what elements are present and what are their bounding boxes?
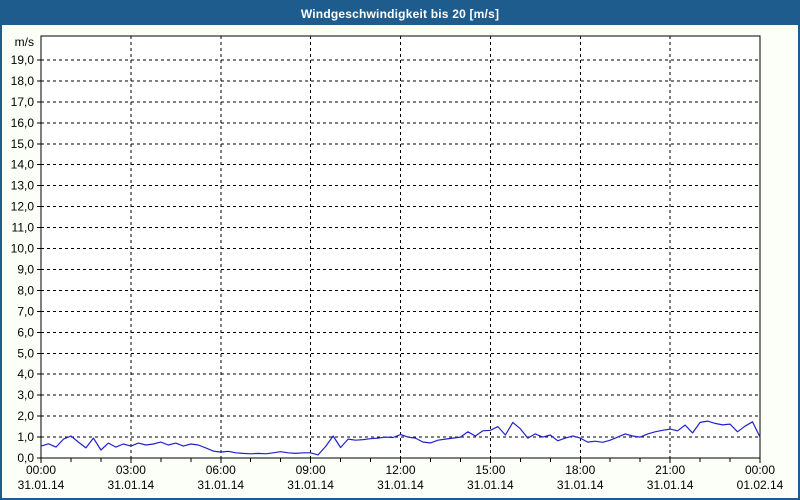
y-tick-label: 11,0 xyxy=(12,221,35,235)
chart-title-bar: Windgeschwindigkeit bis 20 [m/s] xyxy=(2,2,798,25)
x-tick-date-label: 31.01.14 xyxy=(377,478,424,492)
wind-speed-series-line xyxy=(40,420,761,456)
x-tick-date-label: 31.01.14 xyxy=(197,478,244,492)
y-tick-label: 19,0 xyxy=(11,53,35,67)
y-tick-label: 13,0 xyxy=(11,179,35,193)
x-tick-date-label: 31.01.14 xyxy=(18,478,65,492)
y-tick-label: 3,0 xyxy=(17,388,34,402)
y-tick-label: 5,0 xyxy=(17,346,34,360)
x-tick-time-label: 03:00 xyxy=(116,463,146,477)
y-tick-label: 1,0 xyxy=(17,430,34,444)
y-tick-label: 2,0 xyxy=(17,409,34,423)
x-tick-time-label: 15:00 xyxy=(475,463,505,477)
wind-speed-line-chart: 0,0 1,0 2,0 3,0 4,0 5,0 6,0 7,0 8,0 9,0 10,0 11,0 12… xyxy=(11,35,784,492)
x-tick-date-label: 31.01.14 xyxy=(108,478,155,492)
x-tick-time-label: 21:00 xyxy=(655,463,685,477)
x-tick-date-label: 01.02.14 xyxy=(737,478,784,492)
x-tick-time-label: 00:00 xyxy=(745,463,775,477)
x-tick-time-label: 00:00 xyxy=(26,463,56,477)
y-tick-label: 7,0 xyxy=(17,304,34,318)
chart-title: Windgeschwindigkeit bis 20 [m/s] xyxy=(300,6,500,21)
x-tick-date-label: 31.01.14 xyxy=(287,478,334,492)
y-tick-label: 9,0 xyxy=(17,262,34,276)
y-tick-label: 14,0 xyxy=(11,158,35,172)
y-tick-label: 10,0 xyxy=(11,242,35,256)
x-tick-time-label: 09:00 xyxy=(296,463,326,477)
y-axis-unit-label: m/s xyxy=(15,35,34,49)
y-tick-label: 8,0 xyxy=(17,283,34,297)
y-tick-label: 4,0 xyxy=(17,367,34,381)
y-tick-label: 18,0 xyxy=(11,74,35,88)
y-tick-label: 15,0 xyxy=(11,137,35,151)
x-tick-date-label: 31.01.14 xyxy=(557,478,604,492)
x-tick-date-label: 31.01.14 xyxy=(647,478,694,492)
x-tick-time-label: 18:00 xyxy=(565,463,595,477)
y-tick-label: 16,0 xyxy=(11,116,35,130)
chart-area: 0,0 1,0 2,0 3,0 4,0 5,0 6,0 7,0 8,0 9,0 10,0 11,0 12… xyxy=(2,25,798,498)
x-tick-time-label: 12:00 xyxy=(385,463,415,477)
x-tick-time-label: 06:00 xyxy=(206,463,236,477)
y-tick-label: 12,0 xyxy=(11,200,35,214)
y-tick-label: 6,0 xyxy=(17,325,34,339)
x-tick-date-label: 31.01.14 xyxy=(467,478,514,492)
y-tick-label: 0,0 xyxy=(17,451,34,465)
y-tick-label: 17,0 xyxy=(11,95,35,109)
